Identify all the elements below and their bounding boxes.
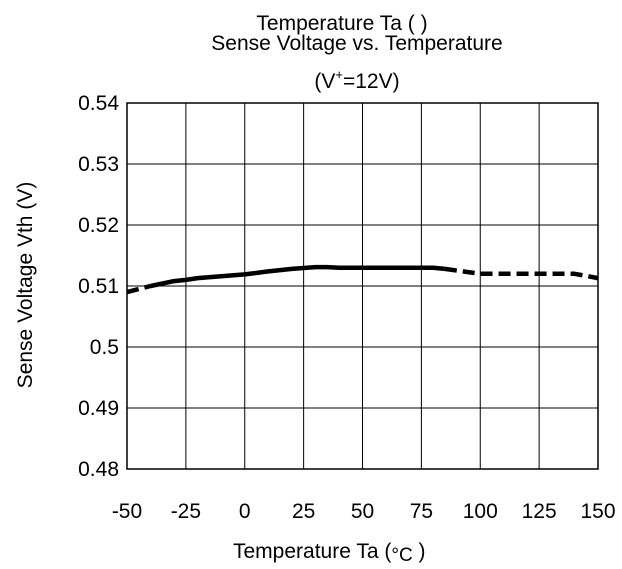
x-tick-label: 125 (522, 500, 557, 523)
y-tick-label: 0.5 (90, 336, 119, 359)
x-axis-label-unit: °C (391, 545, 412, 566)
subtitle-sup: + (335, 67, 343, 82)
x-tick-label: 100 (463, 500, 498, 523)
plot-frame (126, 102, 599, 470)
x-tick-label: 0 (239, 500, 251, 523)
x-tick-label: 50 (351, 500, 374, 523)
title-overlay: Temperature Ta ( ) (256, 12, 427, 35)
series-line-dashed-2 (444, 266, 599, 281)
y-tick-label: 0.51 (78, 275, 119, 298)
subtitle-suffix: =12V) (343, 70, 400, 93)
y-tick-labels: 0.48 0.49 0.5 0.51 0.52 0.53 0.54 (78, 92, 119, 481)
x-tick-label: 150 (580, 500, 615, 523)
y-axis-label: Sense Voltage Vth (V) (14, 182, 37, 389)
x-axis-label: Temperature Ta (°C ) (233, 540, 426, 566)
y-tick-label: 0.54 (78, 92, 119, 115)
series-line-dashed-0 (126, 283, 152, 295)
subtitle-prefix: (V (314, 70, 335, 93)
series-layer (126, 264, 599, 295)
x-tick-label: 25 (292, 500, 315, 523)
grid (126, 102, 599, 470)
y-tick-label: 0.49 (78, 397, 119, 420)
y-tick-label: 0.53 (78, 153, 119, 176)
x-axis-label-close: ) (413, 540, 426, 563)
y-tick-label: 0.48 (78, 458, 119, 481)
x-axis-label-text: Temperature Ta ( (233, 540, 391, 563)
series-line-solid-1 (150, 264, 446, 289)
x-tick-labels: -50 -25 0 25 50 75 100 125 150 (112, 500, 616, 523)
y-tick-label: 0.52 (78, 214, 119, 237)
chart-subtitle: (V+=12V) (314, 67, 399, 93)
chart-title: Sense Voltage vs. Temperature (211, 32, 502, 55)
x-tick-label: -50 (112, 500, 142, 523)
x-tick-label: 75 (410, 500, 433, 523)
x-tick-label: -25 (171, 500, 201, 523)
